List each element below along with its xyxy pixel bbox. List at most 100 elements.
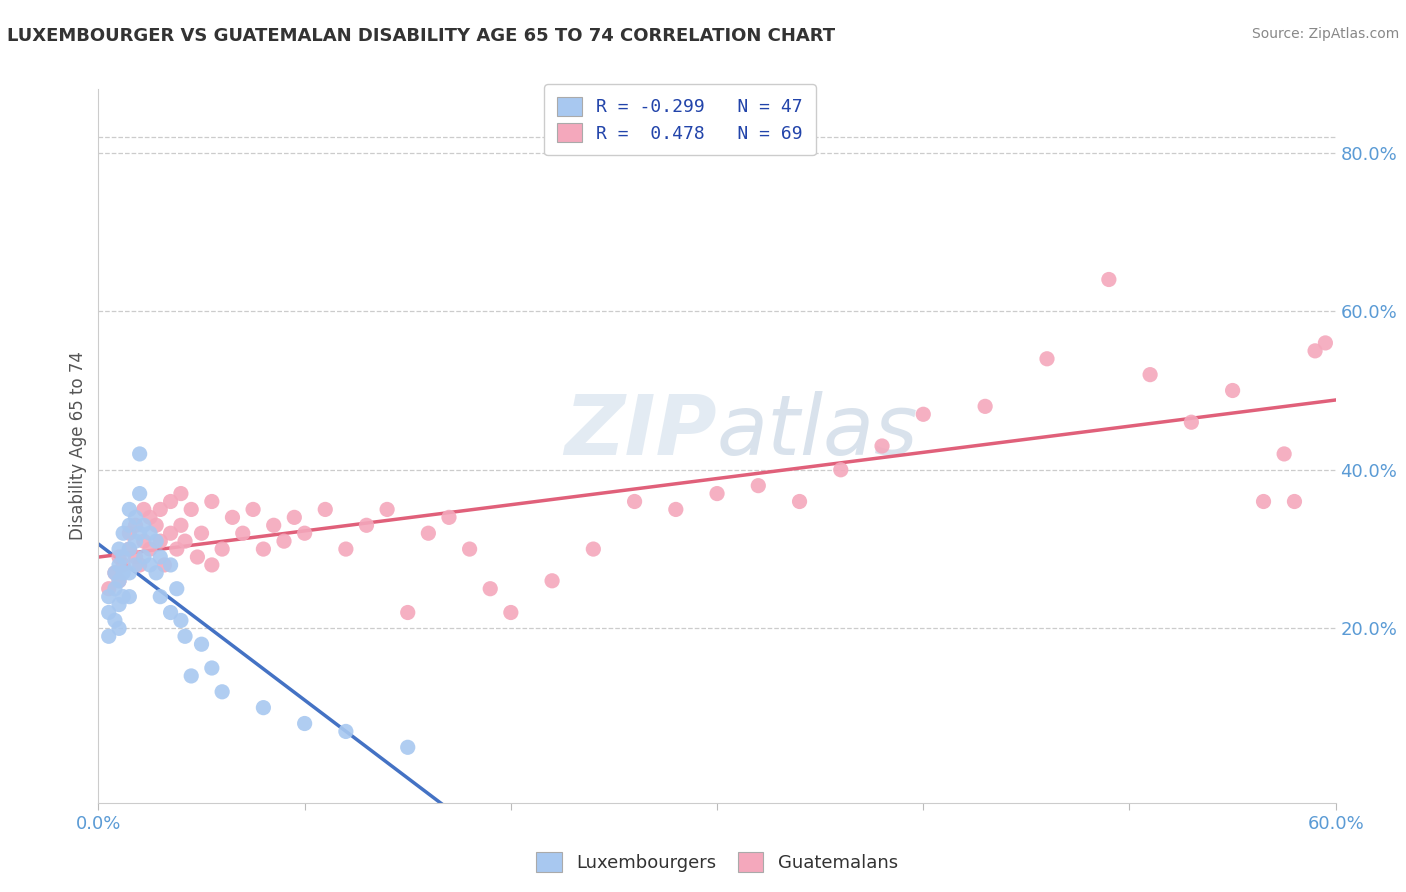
Point xyxy=(112,526,135,541)
Point xyxy=(124,510,146,524)
Point xyxy=(211,685,233,699)
Point xyxy=(335,724,357,739)
Point xyxy=(1253,494,1275,508)
Point xyxy=(201,661,224,675)
Point xyxy=(128,486,150,500)
Point xyxy=(747,478,769,492)
Point xyxy=(437,510,460,524)
Point xyxy=(186,549,208,564)
Point xyxy=(108,558,131,572)
Point xyxy=(211,542,233,557)
Point xyxy=(541,574,564,588)
Point xyxy=(132,534,155,549)
Point xyxy=(139,526,162,541)
Point xyxy=(335,542,357,557)
Point xyxy=(145,534,167,549)
Point xyxy=(118,518,141,533)
Point xyxy=(232,526,254,541)
Point xyxy=(1036,351,1059,366)
Point xyxy=(294,716,316,731)
Point xyxy=(283,510,305,524)
Point xyxy=(149,534,172,549)
Point xyxy=(104,566,127,580)
Point xyxy=(1139,368,1161,382)
Point xyxy=(396,606,419,620)
Point xyxy=(153,558,176,572)
Point xyxy=(706,486,728,500)
Point xyxy=(139,542,162,557)
Point xyxy=(174,534,197,549)
Point xyxy=(830,463,852,477)
Point xyxy=(170,614,193,628)
Point xyxy=(458,542,481,557)
Point xyxy=(166,542,188,557)
Point xyxy=(499,606,522,620)
Point xyxy=(418,526,440,541)
Point xyxy=(159,606,181,620)
Point xyxy=(132,502,155,516)
Point xyxy=(104,566,127,580)
Y-axis label: Disability Age 65 to 74: Disability Age 65 to 74 xyxy=(69,351,87,541)
Point xyxy=(201,494,224,508)
Point xyxy=(201,558,224,572)
Point xyxy=(190,637,212,651)
Point xyxy=(221,510,243,524)
Point xyxy=(149,590,172,604)
Text: Source: ZipAtlas.com: Source: ZipAtlas.com xyxy=(1251,27,1399,41)
Point xyxy=(118,542,141,557)
Point xyxy=(108,542,131,557)
Point xyxy=(108,598,131,612)
Point xyxy=(1315,335,1337,350)
Point xyxy=(356,518,378,533)
Point xyxy=(252,542,274,557)
Point xyxy=(108,574,131,588)
Point xyxy=(623,494,645,508)
Legend: Luxembourgers, Guatemalans: Luxembourgers, Guatemalans xyxy=(529,845,905,880)
Point xyxy=(118,590,141,604)
Text: ZIP: ZIP xyxy=(564,392,717,472)
Point xyxy=(1284,494,1306,508)
Point xyxy=(180,502,202,516)
Point xyxy=(479,582,502,596)
Point xyxy=(112,566,135,580)
Point xyxy=(108,549,131,564)
Point xyxy=(273,534,295,549)
Point xyxy=(108,574,131,588)
Point xyxy=(170,486,193,500)
Point xyxy=(112,558,135,572)
Point xyxy=(149,549,172,564)
Point xyxy=(314,502,336,516)
Point xyxy=(170,518,193,533)
Point xyxy=(1272,447,1295,461)
Point xyxy=(159,558,181,572)
Point xyxy=(789,494,811,508)
Point xyxy=(166,582,188,596)
Point xyxy=(665,502,688,516)
Point xyxy=(174,629,197,643)
Point xyxy=(112,549,135,564)
Point xyxy=(582,542,605,557)
Point xyxy=(1303,343,1326,358)
Point xyxy=(104,614,127,628)
Point xyxy=(375,502,398,516)
Point xyxy=(180,669,202,683)
Point xyxy=(159,494,181,508)
Text: atlas: atlas xyxy=(717,392,918,472)
Point xyxy=(124,549,146,564)
Point xyxy=(396,740,419,755)
Point xyxy=(294,526,316,541)
Point xyxy=(112,590,135,604)
Point xyxy=(159,526,181,541)
Point xyxy=(97,582,120,596)
Point xyxy=(118,542,141,557)
Point xyxy=(104,582,127,596)
Point xyxy=(124,518,146,533)
Point xyxy=(190,526,212,541)
Point xyxy=(97,590,120,604)
Point xyxy=(139,558,162,572)
Point xyxy=(1180,415,1202,429)
Point xyxy=(145,566,167,580)
Point xyxy=(124,534,146,549)
Point xyxy=(870,439,893,453)
Point xyxy=(1098,272,1121,286)
